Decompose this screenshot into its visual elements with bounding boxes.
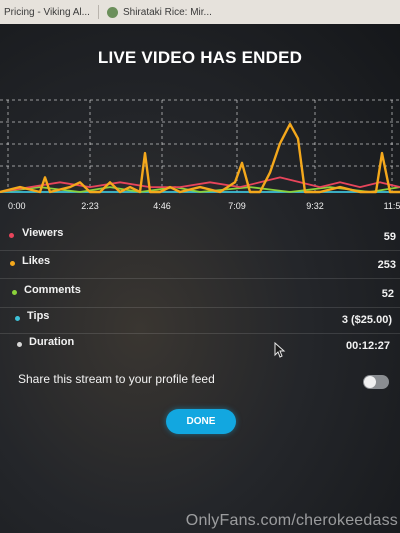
chart-x-tick-label: 2:23 bbox=[81, 201, 99, 211]
stat-value-viewers: 59 bbox=[383, 231, 396, 243]
likes-dot-icon bbox=[10, 261, 15, 266]
chart-x-tick-label: 9:32 bbox=[306, 201, 324, 211]
stat-label-duration: Duration bbox=[29, 336, 75, 348]
browser-tab-bar: Pricing - Viking Al... Shirataki Rice: M… bbox=[0, 0, 400, 24]
stat-label-viewers: Viewers bbox=[22, 227, 64, 239]
stream-stats-chart: 0:00 2:23 4:46 7:09 9:32 11:5 bbox=[0, 99, 400, 211]
tips-dot-icon bbox=[15, 316, 20, 321]
tab-title: Pricing - Viking Al... bbox=[4, 6, 90, 18]
stat-label-comments: Comments bbox=[24, 284, 81, 296]
stat-row-likes: Likes 253 bbox=[0, 252, 400, 279]
chart-x-tick-label: 4:46 bbox=[153, 201, 171, 211]
tab-title: Shirataki Rice: Mir... bbox=[122, 6, 212, 18]
share-to-feed-toggle[interactable] bbox=[363, 375, 389, 389]
chart-x-tick-label: 0:00 bbox=[8, 201, 26, 211]
stat-value-comments: 52 bbox=[381, 288, 394, 300]
toggle-knob bbox=[364, 376, 376, 388]
viewers-dot-icon bbox=[9, 233, 14, 238]
browser-tab-pricing[interactable]: Pricing - Viking Al... bbox=[4, 7, 90, 18]
share-to-feed-label: Share this stream to your profile feed bbox=[18, 372, 215, 386]
live-ended-modal: LIVE VIDEO HAS ENDED 0:00 2:23 4:46 7:09 9:3… bbox=[0, 24, 400, 533]
comments-dot-icon bbox=[12, 290, 17, 295]
stat-value-duration: 00:12:27 bbox=[345, 340, 390, 352]
stat-row-duration: Duration 00:12:27 bbox=[0, 333, 400, 359]
stat-label-likes: Likes bbox=[22, 255, 51, 267]
stat-value-tips: 3 ($25.00) bbox=[341, 314, 392, 326]
stat-row-viewers: Viewers 59 bbox=[0, 224, 400, 251]
chart-series-likes bbox=[0, 122, 400, 194]
stat-label-tips: Tips bbox=[27, 310, 50, 322]
watermark: OnlyFans.com/cherokeedass bbox=[185, 512, 398, 529]
bowl-icon bbox=[106, 6, 118, 18]
stat-row-comments: Comments 52 bbox=[0, 281, 400, 308]
chart-x-tick-label: 11:5 bbox=[384, 201, 400, 211]
browser-tab-shirataki[interactable]: Shirataki Rice: Mir... bbox=[106, 6, 212, 18]
done-button[interactable]: DONE bbox=[166, 409, 236, 434]
stat-value-likes: 253 bbox=[377, 259, 396, 271]
mouse-pointer-icon bbox=[274, 342, 286, 358]
duration-dot-icon bbox=[17, 342, 22, 347]
stat-row-tips: Tips 3 ($25.00) bbox=[0, 307, 400, 334]
modal-title: LIVE VIDEO HAS ENDED bbox=[97, 48, 303, 67]
chart-x-tick-label: 7:09 bbox=[228, 201, 246, 211]
tab-divider bbox=[97, 5, 99, 19]
chart-series-viewers bbox=[0, 176, 400, 193]
